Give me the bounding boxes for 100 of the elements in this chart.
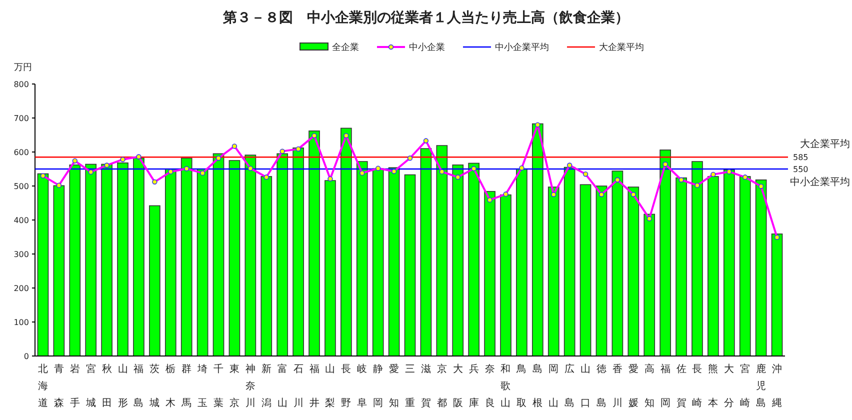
bar bbox=[708, 176, 719, 356]
legend-label: 中小企業 bbox=[409, 42, 445, 53]
y-axis-title: 万円 bbox=[14, 63, 32, 73]
category-label: 愛知 bbox=[389, 364, 400, 409]
category-label: 大阪 bbox=[452, 364, 463, 409]
y-tick-label: 400 bbox=[14, 216, 29, 225]
category-label: 福岡 bbox=[660, 364, 670, 409]
category-label: 宮崎 bbox=[740, 364, 750, 409]
category-label: 香川 bbox=[612, 364, 622, 409]
text: 大企業平均 bbox=[800, 139, 850, 150]
bar bbox=[500, 194, 512, 356]
category-label: 兵庫 bbox=[468, 364, 479, 409]
y-tick-label: 200 bbox=[14, 284, 29, 293]
category-label: 山口 bbox=[580, 364, 591, 409]
text: 550 bbox=[793, 165, 808, 174]
y-tick-label: 600 bbox=[14, 148, 29, 157]
text: 中小企業平均 bbox=[790, 177, 850, 188]
category-label: 鳥取 bbox=[516, 364, 527, 409]
category-label: 長野 bbox=[341, 364, 352, 409]
category-label: 静岡 bbox=[373, 364, 384, 409]
bar bbox=[180, 158, 192, 356]
x-tick-label: 鹿児島 bbox=[756, 363, 766, 409]
bar bbox=[53, 185, 65, 356]
bar bbox=[212, 153, 224, 356]
bar bbox=[196, 168, 208, 356]
category-label: 奈良 bbox=[484, 364, 495, 409]
legend-label: 全企業 bbox=[332, 42, 359, 53]
bar bbox=[612, 170, 624, 356]
x-tick-label: 北海道 bbox=[38, 363, 48, 409]
bar bbox=[260, 176, 272, 356]
chart-title: 第３－８図 中小企業別の従業者１人当たり売上高（飲食企業） bbox=[222, 9, 629, 26]
bar bbox=[436, 145, 448, 356]
bar bbox=[85, 164, 97, 356]
category-label: 熊本 bbox=[708, 364, 718, 409]
category-label: 沖縄 bbox=[772, 364, 782, 409]
category-label: 愛媛 bbox=[628, 364, 638, 409]
bar bbox=[133, 158, 144, 356]
bar bbox=[516, 168, 528, 356]
bar bbox=[628, 186, 640, 356]
category-label: 東京 bbox=[229, 364, 240, 409]
category-label: 新潟 bbox=[261, 364, 272, 409]
y-tick-label: 0 bbox=[24, 352, 29, 361]
bar bbox=[723, 169, 735, 356]
bar bbox=[292, 148, 304, 356]
category-label: 佐賀 bbox=[676, 364, 686, 409]
bar bbox=[149, 205, 160, 356]
bar bbox=[404, 174, 416, 356]
bar bbox=[101, 164, 112, 356]
bar bbox=[372, 168, 384, 356]
category-label: 石川 bbox=[293, 364, 304, 409]
bar bbox=[692, 161, 703, 356]
category-label: 岡山 bbox=[548, 364, 559, 409]
bar bbox=[244, 154, 256, 356]
bar bbox=[69, 164, 81, 356]
bar bbox=[276, 153, 288, 356]
category-label: 山形 bbox=[118, 364, 128, 409]
bar bbox=[755, 179, 767, 356]
y-tick-label: 800 bbox=[14, 80, 29, 89]
bar bbox=[356, 161, 368, 356]
category-label: 富山 bbox=[277, 364, 288, 409]
bar bbox=[596, 186, 608, 356]
x-tick-label: 和歌山 bbox=[500, 363, 511, 409]
y-tick-label: 700 bbox=[14, 114, 29, 123]
legend-label: 大企業平均 bbox=[599, 42, 644, 53]
bar bbox=[117, 162, 128, 356]
category-label: 滋賀 bbox=[420, 364, 431, 409]
category-label: 長崎 bbox=[692, 364, 702, 409]
category-label: 大分 bbox=[724, 364, 734, 409]
category-label: 三重 bbox=[405, 364, 415, 409]
bar bbox=[37, 173, 49, 356]
bar bbox=[564, 166, 576, 356]
bar bbox=[532, 123, 544, 356]
category-label: 秋田 bbox=[102, 364, 112, 409]
category-label: 岐阜 bbox=[357, 364, 368, 409]
bar bbox=[308, 130, 320, 356]
category-label: 岩手 bbox=[70, 364, 80, 409]
bar bbox=[388, 167, 400, 356]
category-label: 茨城 bbox=[150, 364, 160, 409]
category-label: 栃木 bbox=[166, 364, 176, 409]
legend-label: 中小企業平均 bbox=[495, 42, 549, 53]
bar bbox=[739, 176, 751, 356]
y-tick-label: 300 bbox=[14, 250, 29, 259]
category-label: 埼玉 bbox=[198, 364, 208, 409]
category-label: 福井 bbox=[309, 364, 320, 409]
category-label: 広島 bbox=[564, 364, 575, 409]
y-tick-label: 100 bbox=[14, 318, 29, 327]
text: 585 bbox=[793, 153, 808, 162]
y-tick-label: 500 bbox=[14, 182, 29, 191]
bar bbox=[452, 164, 464, 356]
bar bbox=[468, 162, 480, 356]
bar bbox=[660, 150, 671, 356]
bar bbox=[484, 191, 496, 356]
bar bbox=[420, 148, 432, 356]
category-label: 宮城 bbox=[86, 364, 96, 409]
category-label: 高知 bbox=[644, 364, 654, 409]
bar bbox=[771, 234, 783, 356]
bar bbox=[164, 168, 176, 356]
category-label: 千葉 bbox=[214, 364, 224, 409]
category-label: 京都 bbox=[436, 364, 447, 409]
category-label: 徳島 bbox=[596, 364, 606, 409]
